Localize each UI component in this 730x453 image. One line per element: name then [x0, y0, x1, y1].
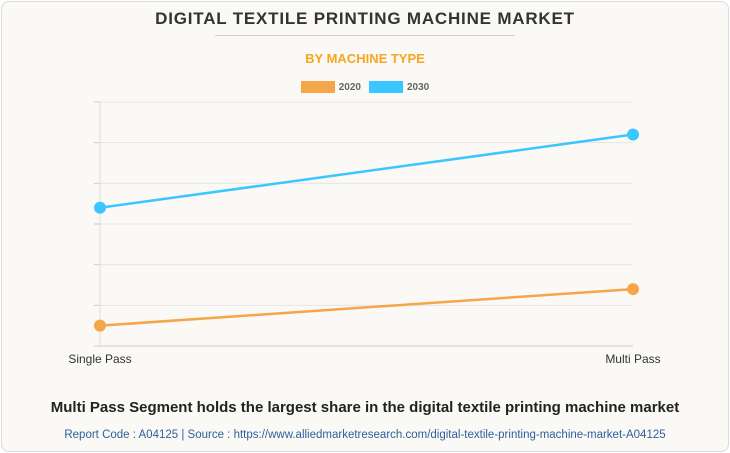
chart-caption: Multi Pass Segment holds the largest sha… — [50, 399, 680, 416]
chart-legend: 2020 2030 — [0, 80, 730, 94]
data-point-2030[interactable] — [627, 128, 639, 141]
source-line: Report Code : A04125 | Source : https://… — [64, 429, 666, 441]
legend-swatch-2030 — [369, 81, 403, 93]
chart-subtitle: BY MACHINE TYPE — [305, 51, 425, 66]
legend-item-2020[interactable]: 2020 — [300, 81, 361, 93]
legend-item-2030[interactable]: 2030 — [369, 81, 429, 93]
chart-title: DIGITAL TEXTILE PRINTING MACHINE MARKET — [155, 9, 575, 28]
series-line-2030 — [99, 133, 634, 209]
x-tick-label: Multi Pass — [605, 352, 660, 366]
data-point-2020[interactable] — [94, 319, 106, 332]
data-point-2020[interactable] — [627, 283, 639, 296]
series-line-2020 — [99, 287, 634, 327]
x-tick-label: Single Pass — [68, 352, 131, 366]
title-divider — [215, 35, 515, 36]
data-point-2030[interactable] — [94, 201, 106, 214]
legend-swatch-2020 — [300, 81, 335, 93]
legend-label-2020: 2020 — [338, 81, 361, 93]
legend-label-2030: 2030 — [407, 81, 430, 93]
